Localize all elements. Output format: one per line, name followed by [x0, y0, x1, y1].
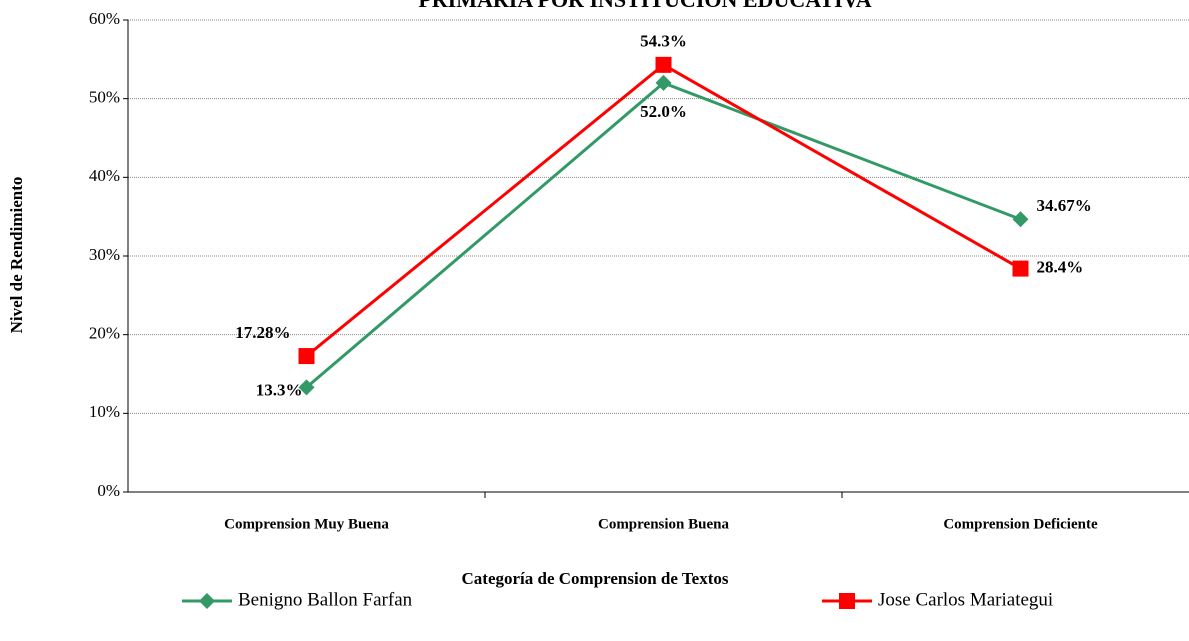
x-tick-label: Comprension Buena [598, 516, 730, 532]
data-label: 28.4% [1037, 257, 1084, 276]
marker [839, 593, 855, 609]
marker [298, 348, 315, 365]
data-label: 34.67% [1037, 196, 1092, 215]
y-tick-label: 30% [89, 245, 120, 264]
marker [298, 379, 315, 396]
marker [655, 74, 672, 91]
chart-title: PRIMARIA POR INSTITUCION EDUCATIVA [418, 0, 871, 12]
y-tick-label: 0% [97, 481, 120, 500]
y-tick-label: 20% [89, 324, 120, 343]
y-tick-label: 60% [89, 9, 120, 28]
y-tick-label: 40% [89, 166, 120, 185]
x-tick-label: Comprension Muy Buena [224, 516, 389, 532]
marker [199, 593, 215, 609]
data-label: 13.3% [256, 380, 303, 399]
data-label: 54.3% [640, 32, 687, 51]
data-label: 17.28% [235, 323, 290, 342]
marker [1012, 211, 1029, 228]
y-tick-label: 10% [89, 402, 120, 421]
legend-label: Jose Carlos Mariategui [878, 589, 1053, 610]
series-line [305, 81, 1022, 389]
marker [1012, 260, 1029, 277]
legend-label: Benigno Ballon Farfan [238, 589, 413, 610]
x-axis-label: Categoría de Comprension de Textos [462, 569, 729, 588]
x-tick-label: Comprension Deficiente [943, 516, 1098, 532]
marker [655, 56, 672, 73]
y-tick-label: 50% [89, 88, 120, 107]
data-label: 52.0% [640, 102, 687, 121]
y-axis-label: Nivel de Rendimiento [7, 177, 26, 334]
